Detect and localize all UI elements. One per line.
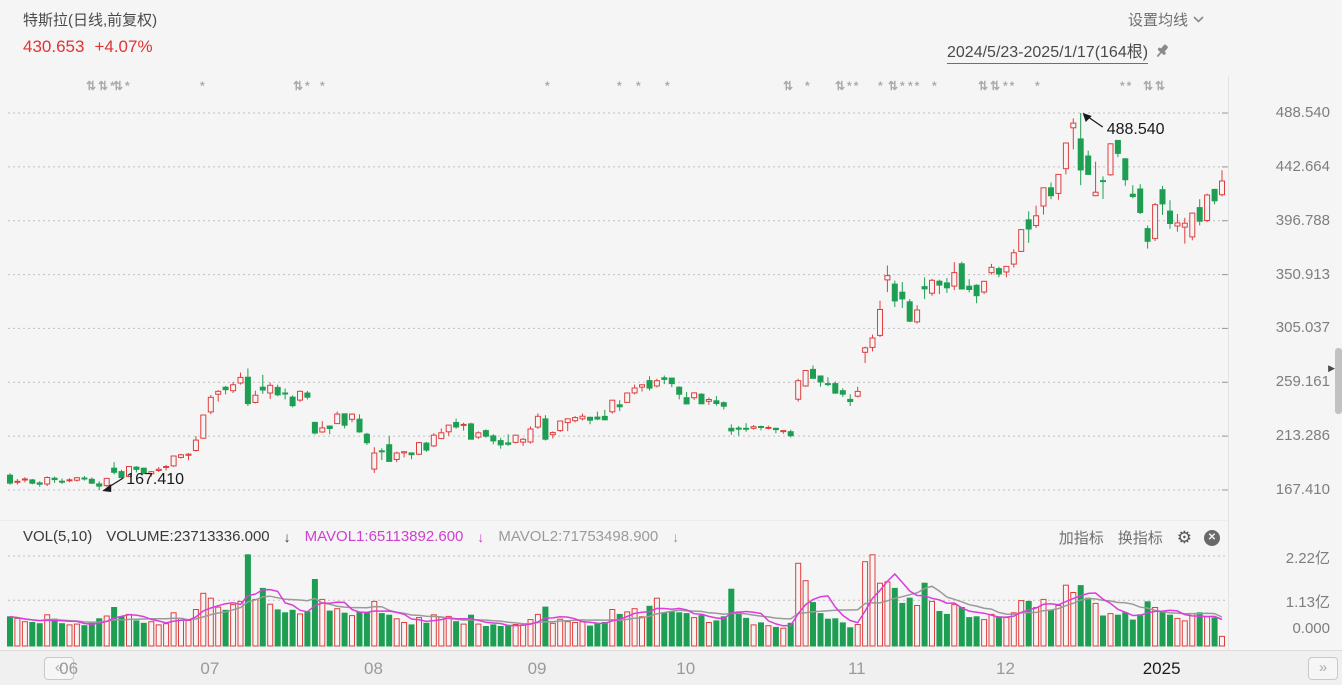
- month-label: 11: [847, 659, 866, 678]
- plot-right-border: [1228, 76, 1229, 650]
- event-marker-icon[interactable]: ⇅*: [888, 79, 907, 93]
- chart-title: 特斯拉(日线,前复权): [23, 12, 158, 29]
- scrollbar-thumb[interactable]: [1335, 348, 1342, 414]
- month-label: 08: [364, 659, 383, 678]
- volume-readouts: VOL(5,10) VOLUME:23713336.000 ↓ MAVOL1:6…: [23, 528, 693, 545]
- event-marker-icon[interactable]: ⇅⇅: [978, 79, 1003, 93]
- svg-text:167.410: 167.410: [126, 471, 184, 488]
- event-marker-icon[interactable]: ⇅⇅*: [86, 79, 117, 93]
- panel-expand-icon[interactable]: ▶: [1328, 363, 1335, 373]
- candlestick-series: [7, 113, 1225, 490]
- high-annotation: 488.540: [1082, 113, 1165, 138]
- volume-chart[interactable]: [0, 548, 1228, 650]
- price-axis-label: 213.286: [1275, 427, 1330, 445]
- gear-icon[interactable]: ⚙: [1176, 528, 1192, 547]
- price-axis-label: 259.161: [1275, 373, 1330, 391]
- event-marker-icon[interactable]: ⇅**: [835, 79, 861, 93]
- mavol2-down-arrow-icon: ↓: [672, 528, 680, 545]
- volume-axis-label: 0.000: [1292, 620, 1330, 637]
- ma-settings-button[interactable]: 设置均线: [1128, 9, 1204, 30]
- event-marker-icon[interactable]: *: [636, 79, 643, 93]
- price-gridlines: [8, 112, 1228, 491]
- event-marker-icon[interactable]: ⇅*: [293, 79, 312, 93]
- scroll-left-button[interactable]: «: [44, 657, 74, 680]
- event-marker-icon[interactable]: ⇅: [783, 79, 796, 93]
- add-indicator-button[interactable]: 加指标: [1058, 530, 1104, 547]
- event-marker-icon[interactable]: *: [805, 79, 812, 93]
- event-marker-row: ⇅⇅* ⇅* * ⇅* * * * * * ⇅ * ⇅** * ⇅* ** * ⇅⇅ ** * ** ⇅⇅: [0, 79, 1228, 95]
- price-row: 430.653 +4.07%: [23, 37, 163, 57]
- event-marker-icon[interactable]: *: [932, 79, 939, 93]
- price-axis-label: 442.664: [1275, 157, 1330, 175]
- event-marker-icon[interactable]: *: [665, 79, 672, 93]
- month-label: 12: [996, 659, 1015, 678]
- event-marker-icon[interactable]: *: [200, 79, 207, 93]
- date-range: 2024/5/23-2025/1/17(164根): [947, 38, 1171, 64]
- event-marker-icon[interactable]: *: [617, 79, 624, 93]
- event-marker-icon[interactable]: ⇅⇅: [1143, 79, 1168, 93]
- date-range-link[interactable]: 2024/5/23-2025/1/17(164根): [947, 38, 1149, 64]
- month-label: 06: [59, 659, 79, 678]
- volume-axis-label: 2.22亿: [1285, 550, 1330, 567]
- volume-indicator-header: VOL(5,10) VOLUME:23713336.000 ↓ MAVOL1:6…: [0, 520, 1228, 551]
- last-price: 430.653: [23, 37, 85, 56]
- event-marker-icon[interactable]: **: [908, 79, 922, 93]
- svg-text:488.540: 488.540: [1107, 121, 1165, 138]
- mavol2-value: MAVOL2:71753498.900: [498, 528, 659, 545]
- month-label: 07: [200, 659, 220, 678]
- price-axis-label: 396.788: [1275, 211, 1330, 229]
- time-axis: « 06 07 08 09 10 11 12 2025 »: [0, 650, 1342, 685]
- price-axis-label: 488.540: [1275, 104, 1330, 121]
- event-marker-icon[interactable]: **: [1003, 79, 1017, 93]
- month-label: 2025: [1142, 659, 1181, 678]
- low-annotation: 167.410: [102, 471, 184, 492]
- pin-icon[interactable]: [1154, 43, 1171, 60]
- price-axis-label: 305.037: [1275, 319, 1330, 337]
- chevron-down-icon: [1193, 16, 1204, 23]
- close-icon[interactable]: ✕: [1204, 529, 1220, 546]
- event-marker-icon[interactable]: *: [878, 79, 885, 93]
- indicator-name: VOL(5,10): [23, 528, 93, 545]
- switch-indicator-button[interactable]: 换指标: [1117, 530, 1163, 547]
- indicator-actions: 加指标 换指标 ⚙ ✕: [1045, 527, 1220, 548]
- mavol1-value: MAVOL1:65113892.600: [304, 528, 464, 545]
- event-marker-icon[interactable]: **: [1120, 79, 1134, 93]
- event-marker-icon[interactable]: *: [545, 79, 552, 93]
- price-axis-label: 350.913: [1275, 265, 1330, 283]
- ma-settings-label: 设置均线: [1128, 12, 1189, 29]
- mavol1-line: [9, 572, 1223, 627]
- price-chart[interactable]: 488.540 167.410: [0, 95, 1228, 520]
- volume-axis-label: 1.13亿: [1285, 594, 1330, 612]
- scroll-right-button[interactable]: »: [1308, 657, 1338, 680]
- event-marker-icon[interactable]: ⇅*: [113, 79, 132, 93]
- month-label: 10: [676, 659, 696, 678]
- change-percent: +4.07%: [94, 37, 153, 56]
- price-axis-label: 167.410: [1275, 481, 1330, 498]
- volume-down-arrow-icon: ↓: [283, 528, 291, 545]
- event-marker-icon[interactable]: *: [320, 79, 327, 93]
- right-axis-labels: 488.540 442.664 396.788 350.913 305.037 259.1…: [1228, 0, 1342, 685]
- volume-value: VOLUME:23713336.000: [106, 528, 270, 545]
- mavol1-down-arrow-icon: ↓: [477, 528, 485, 545]
- event-marker-icon[interactable]: *: [1035, 79, 1042, 93]
- month-label: 09: [527, 659, 547, 678]
- volume-bars: [7, 554, 1225, 647]
